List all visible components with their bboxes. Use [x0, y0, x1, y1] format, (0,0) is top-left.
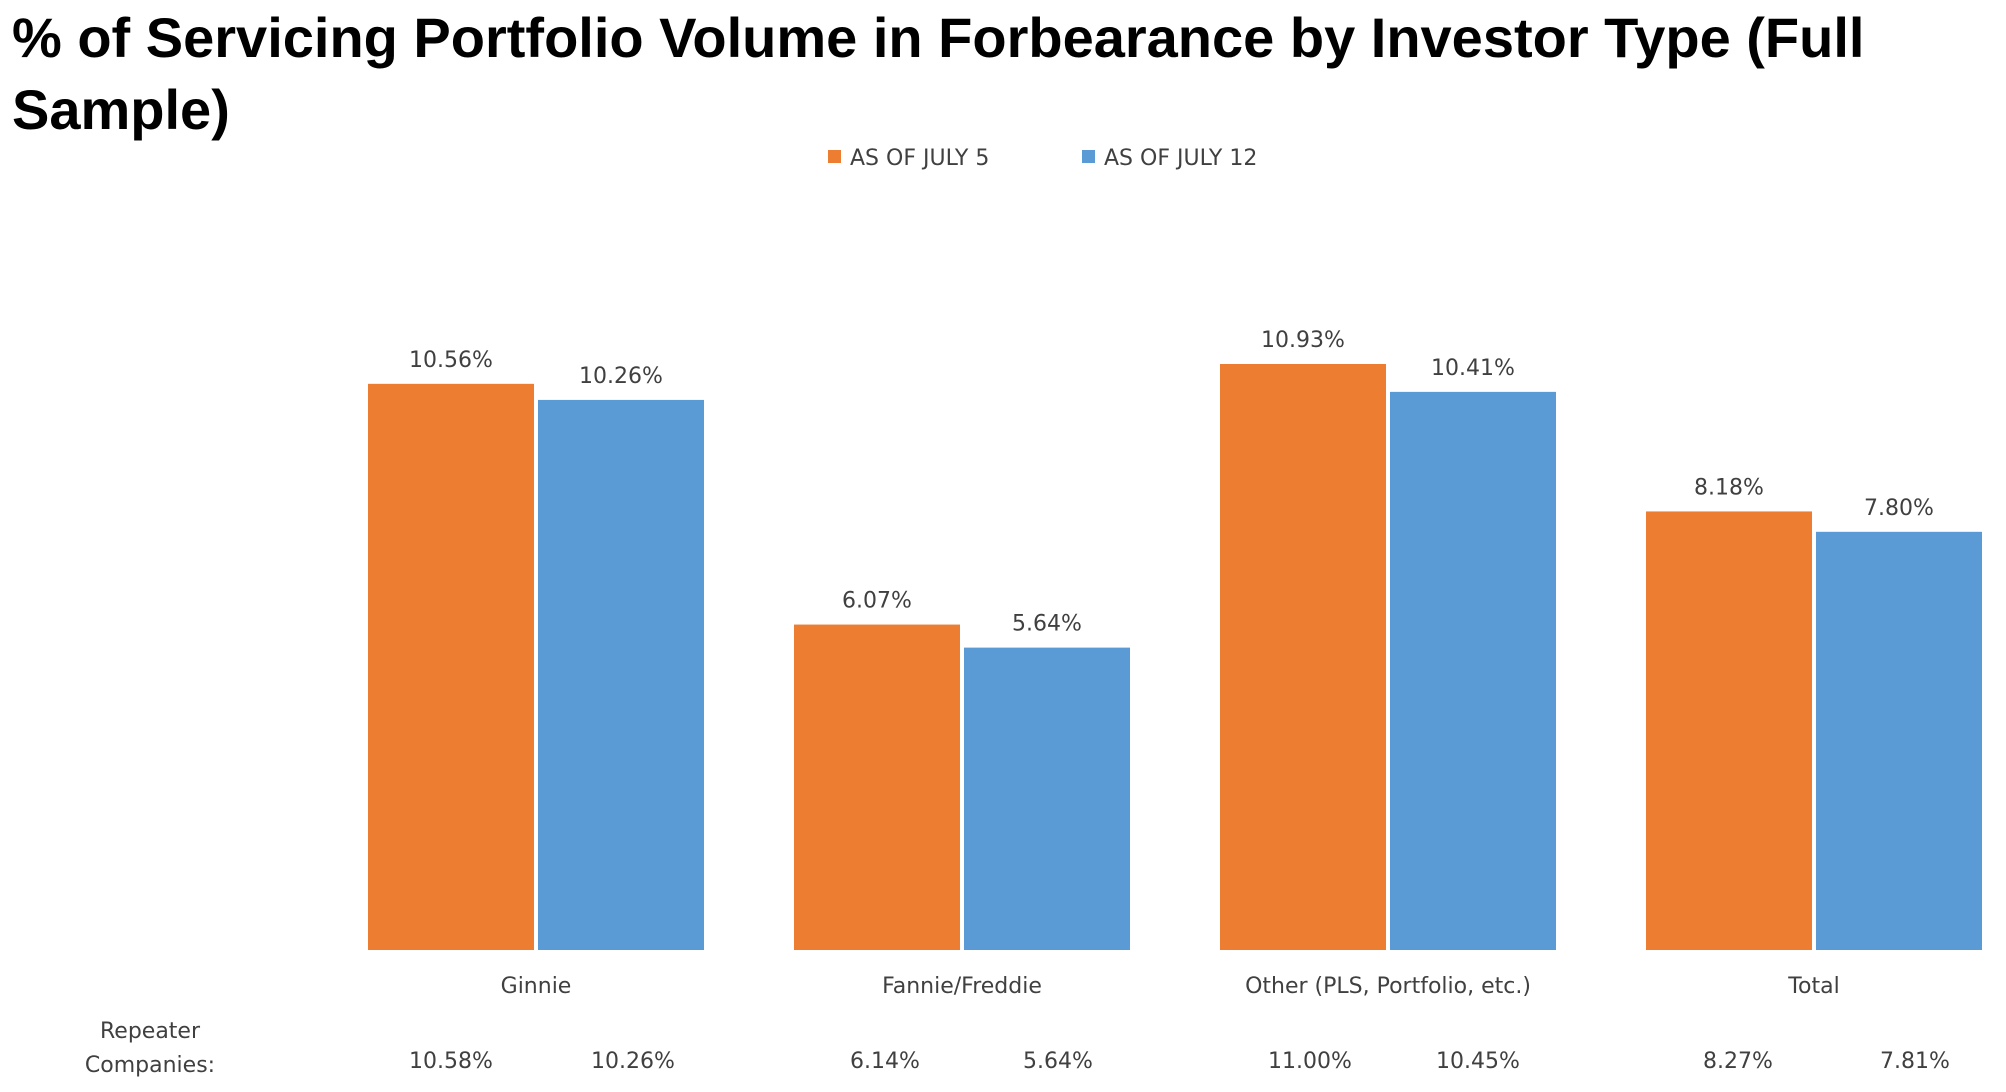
data-label-2-1: 6.07% [842, 589, 912, 614]
repeater-value-4-2: 7.81% [1880, 1049, 1950, 1074]
bar-4-series-1 [1646, 511, 1812, 950]
repeater-label-line2: Companies: [85, 1053, 215, 1078]
legend: AS OF JULY 5 AS OF JULY 12 [828, 146, 1257, 171]
data-label-3-2: 10.41% [1431, 356, 1515, 381]
category-label-3: Other (PLS, Portfolio, etc.) [1245, 974, 1531, 999]
legend-swatch-1 [828, 150, 841, 163]
repeater-value-1-2: 10.26% [591, 1049, 675, 1074]
data-label-4-2: 7.80% [1864, 496, 1934, 521]
legend-label-2: AS OF JULY 12 [1104, 146, 1257, 171]
repeater-value-4-1: 8.27% [1703, 1049, 1773, 1074]
legend-label-1: AS OF JULY 5 [850, 146, 989, 171]
bar-4-series-2 [1816, 531, 1982, 950]
data-labels: 10.56% 10.26% 6.07% 5.64% 10.93% 10.41% 8.18% 7… [409, 328, 1934, 637]
bar-1-series-1 [368, 383, 534, 950]
data-label-2-2: 5.64% [1012, 612, 1082, 637]
legend-swatch-2 [1082, 150, 1095, 163]
repeater-value-3-1: 11.00% [1268, 1049, 1352, 1074]
data-label-3-1: 10.93% [1261, 328, 1345, 353]
bars [368, 364, 1982, 950]
repeater-value-2-2: 5.64% [1023, 1049, 1093, 1074]
repeater-value-3-2: 10.45% [1436, 1049, 1520, 1074]
repeater-companies-row: Repeater Companies: 10.58% 10.26% 6.14% 5.64%… [85, 1019, 1950, 1078]
bar-2-series-1 [794, 624, 960, 950]
data-label-4-1: 8.18% [1694, 475, 1764, 500]
category-label-4: Total [1787, 974, 1839, 999]
category-labels: Ginnie Fannie/Freddie Other (PLS, Portfoli… [501, 974, 1840, 999]
repeater-label-line1: Repeater [100, 1019, 201, 1044]
bar-3-series-1 [1220, 364, 1386, 950]
bar-1-series-2 [538, 399, 704, 950]
bar-3-series-2 [1390, 391, 1556, 950]
chart-title: % of Servicing Portfolio Volume in Forbe… [12, 6, 1865, 141]
repeater-value-1-1: 10.58% [409, 1049, 493, 1074]
category-label-2: Fannie/Freddie [882, 974, 1042, 999]
data-label-1-2: 10.26% [579, 364, 663, 389]
category-label-1: Ginnie [501, 974, 572, 999]
bar-2-series-2 [964, 647, 1130, 950]
repeater-value-2-1: 6.14% [850, 1049, 920, 1074]
data-label-1-1: 10.56% [409, 348, 493, 373]
